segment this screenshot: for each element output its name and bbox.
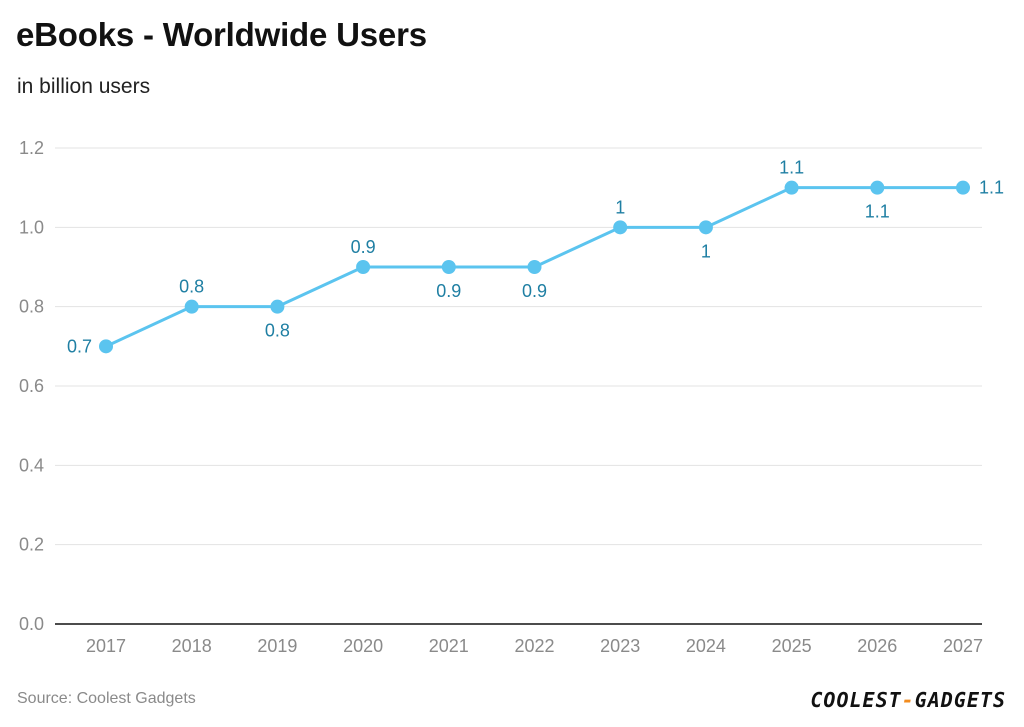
data-point xyxy=(527,260,542,274)
x-tick-label: 2023 xyxy=(600,636,640,656)
x-tick-label: 2017 xyxy=(86,636,126,656)
y-axis-ticks: 0.0 0.2 0.4 0.6 0.8 1.0 1.2 xyxy=(19,138,44,634)
data-label: 0.7 xyxy=(67,336,92,356)
data-point xyxy=(698,220,713,235)
data-point xyxy=(956,180,970,195)
data-label: 1.1 xyxy=(979,178,1004,198)
data-point xyxy=(356,260,371,274)
data-point xyxy=(441,260,456,274)
x-tick-label: 2022 xyxy=(514,636,554,656)
x-tick-label: 2021 xyxy=(429,636,469,656)
data-label: 0.8 xyxy=(265,321,290,341)
data-label: 0.9 xyxy=(522,281,547,301)
x-tick-label: 2020 xyxy=(343,636,383,656)
chart-subtitle: in billion users xyxy=(17,75,151,98)
data-labels: 0.7 0.8 0.8 0.9 0.9 0.9 1 1 1.1 1.1 1.1 xyxy=(67,158,1004,357)
y-tick-label: 0.6 xyxy=(19,376,44,396)
data-point xyxy=(870,180,885,195)
x-tick-label: 2019 xyxy=(257,636,297,656)
source-note: Source: Coolest Gadgets xyxy=(17,690,196,707)
data-label: 0.9 xyxy=(436,281,461,301)
logo-text-right: GADGETS xyxy=(914,688,1006,712)
coolest-gadgets-logo: COOLEST-GADGETS xyxy=(810,688,1006,712)
x-tick-label: 2018 xyxy=(172,636,212,656)
data-label: 1.1 xyxy=(865,202,890,222)
data-point xyxy=(184,299,199,314)
logo-dash: - xyxy=(901,688,915,712)
data-point xyxy=(784,180,799,195)
x-axis-ticks: 2017 2018 2019 2020 2021 2022 2023 2024 2025 2026… xyxy=(86,636,983,656)
chart-title: eBooks - Worldwide Users xyxy=(16,16,427,53)
y-tick-label: 0.0 xyxy=(19,614,44,634)
y-tick-label: 1.2 xyxy=(19,138,44,158)
x-tick-label: 2027 xyxy=(943,636,983,656)
y-tick-label: 0.2 xyxy=(19,535,44,555)
grid-layer xyxy=(55,147,982,625)
logo-text-left: COOLEST xyxy=(810,688,902,712)
data-label: 0.8 xyxy=(179,277,204,297)
y-tick-label: 0.4 xyxy=(19,455,44,475)
y-tick-label: 0.8 xyxy=(19,297,44,317)
data-label: 1 xyxy=(701,241,711,261)
x-tick-label: 2025 xyxy=(772,636,812,656)
data-point xyxy=(99,339,113,354)
data-label: 0.9 xyxy=(351,237,376,257)
data-point xyxy=(613,220,628,235)
x-tick-label: 2024 xyxy=(686,636,726,656)
data-label: 1.1 xyxy=(779,158,804,178)
data-points xyxy=(99,180,970,354)
data-point xyxy=(270,299,285,314)
y-tick-label: 1.0 xyxy=(19,217,44,237)
x-tick-label: 2026 xyxy=(857,636,897,656)
data-label: 1 xyxy=(615,197,625,217)
